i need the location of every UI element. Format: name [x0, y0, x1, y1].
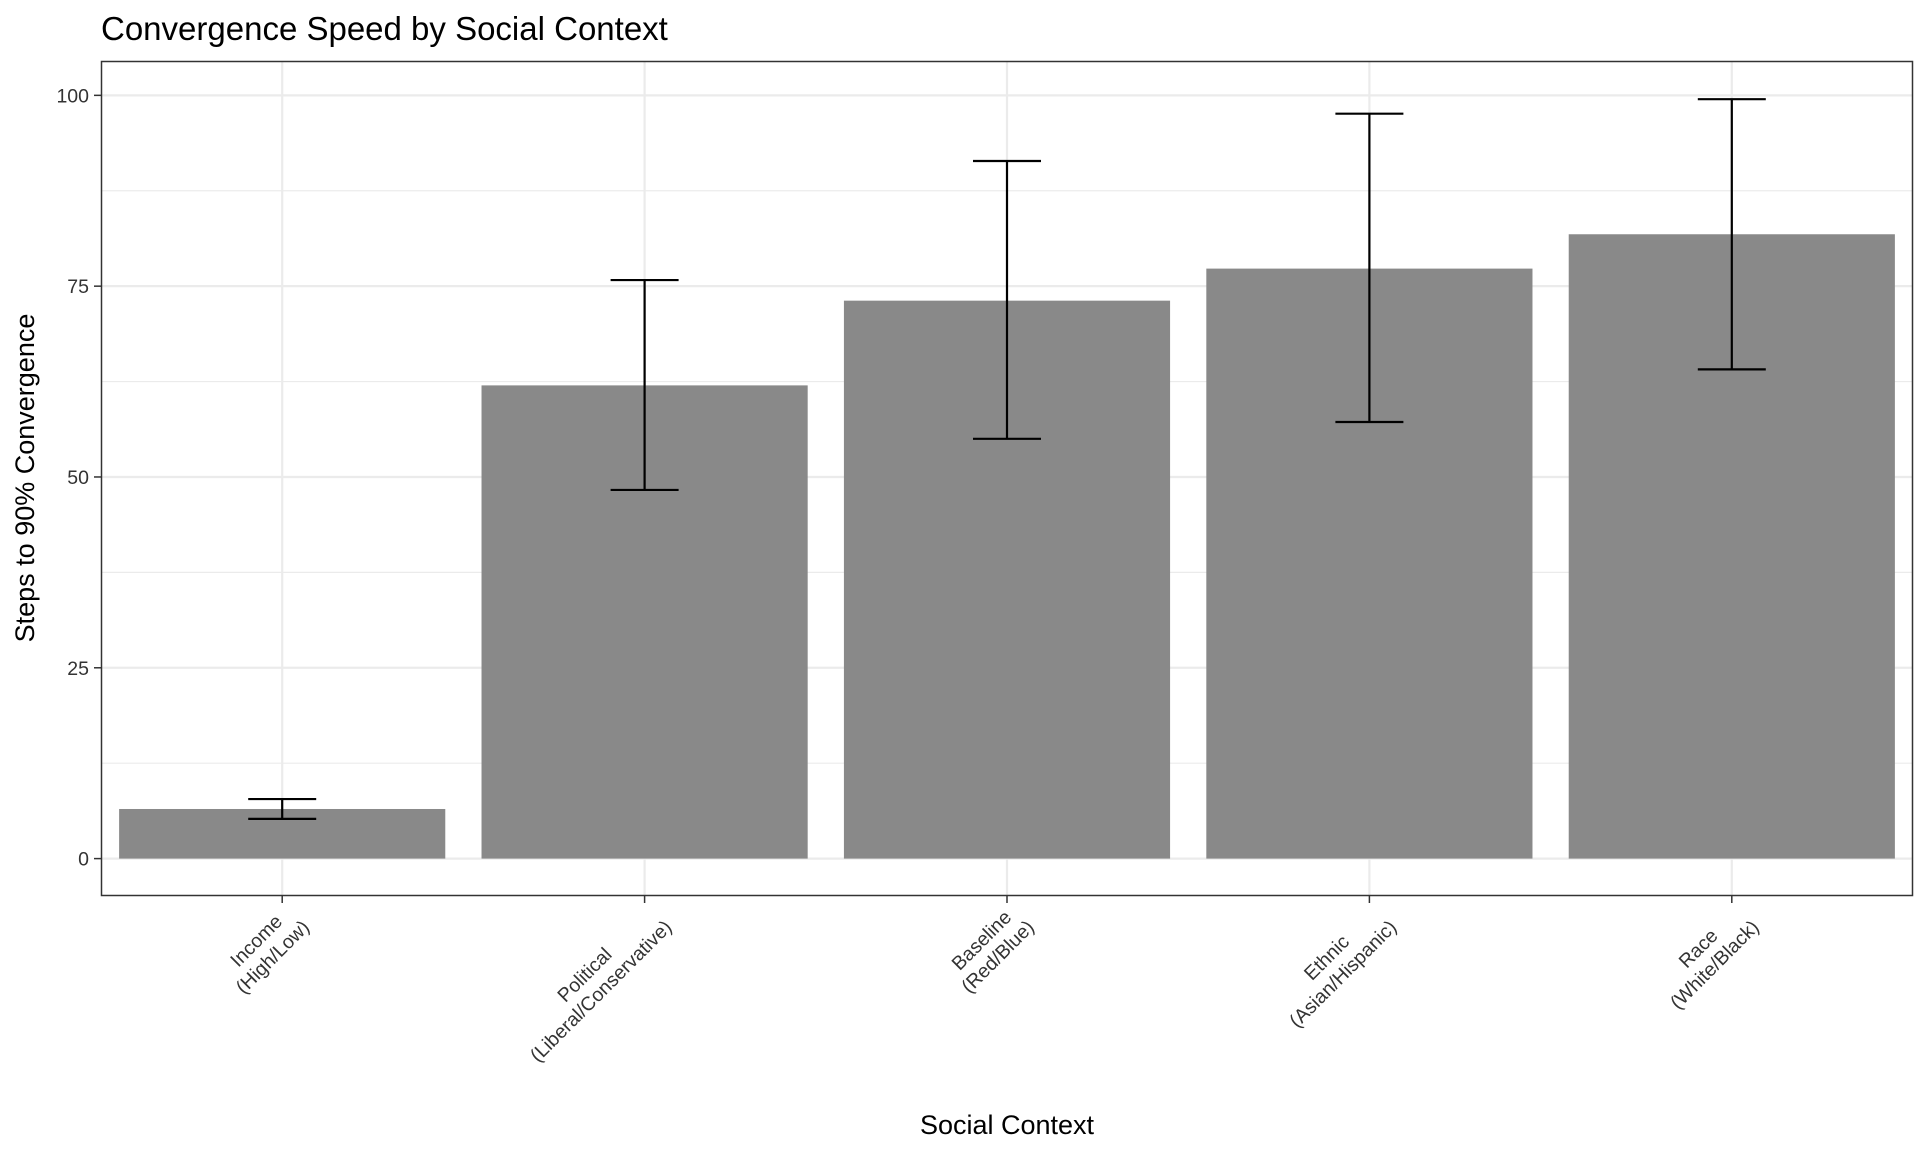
x-tick-label-text: Ethnic(Asian/Hispanic)	[1269, 900, 1401, 1032]
x-tick-label: Baseline(Red/Blue)	[941, 900, 1039, 998]
x-tick-label-line2: (Liberal/Conservative)	[526, 916, 676, 1066]
error-bar	[1335, 112, 1404, 424]
x-tick-label: Race(White/Black)	[1650, 900, 1764, 1014]
x-axis-title: Social Context	[920, 1110, 1095, 1140]
y-axis: 0 25 50 75 100	[56, 85, 101, 871]
error-bars	[248, 98, 1766, 821]
x-tick-label-line2: (White/Black)	[1666, 916, 1764, 1014]
x-tick-label: Income(High/Low)	[216, 900, 314, 999]
y-tick-label: 75	[67, 276, 89, 298]
y-tick-label: 25	[67, 658, 89, 680]
error-bar	[610, 278, 679, 492]
y-tick-label: 0	[78, 849, 89, 871]
chart-title: Convergence Speed by Social Context	[101, 10, 668, 47]
x-tick-label: Ethnic(Asian/Hispanic)	[1269, 900, 1401, 1032]
x-tick-label-text: Baseline(Red/Blue)	[941, 900, 1039, 998]
x-axis: Income(High/Low) Political(Liberal/Conser…	[216, 896, 1764, 1067]
x-tick-label-text: Political(Liberal/Conservative)	[510, 900, 677, 1067]
y-tick-label: 100	[56, 85, 89, 107]
x-tick-label-line2: (Asian/Hispanic)	[1285, 916, 1401, 1032]
error-bar	[1697, 98, 1766, 371]
error-bar	[248, 797, 317, 821]
panel-border	[100, 60, 1914, 897]
x-tick-label-text: Income(High/Low)	[216, 900, 314, 998]
error-bar	[973, 159, 1041, 440]
x-tick-label: Political(Liberal/Conservative)	[510, 900, 677, 1067]
x-tick-label-text: Race(White/Black)	[1650, 900, 1764, 1014]
y-axis-title: Steps to 90% Convergence	[10, 314, 40, 643]
y-tick-label: 50	[67, 467, 89, 489]
